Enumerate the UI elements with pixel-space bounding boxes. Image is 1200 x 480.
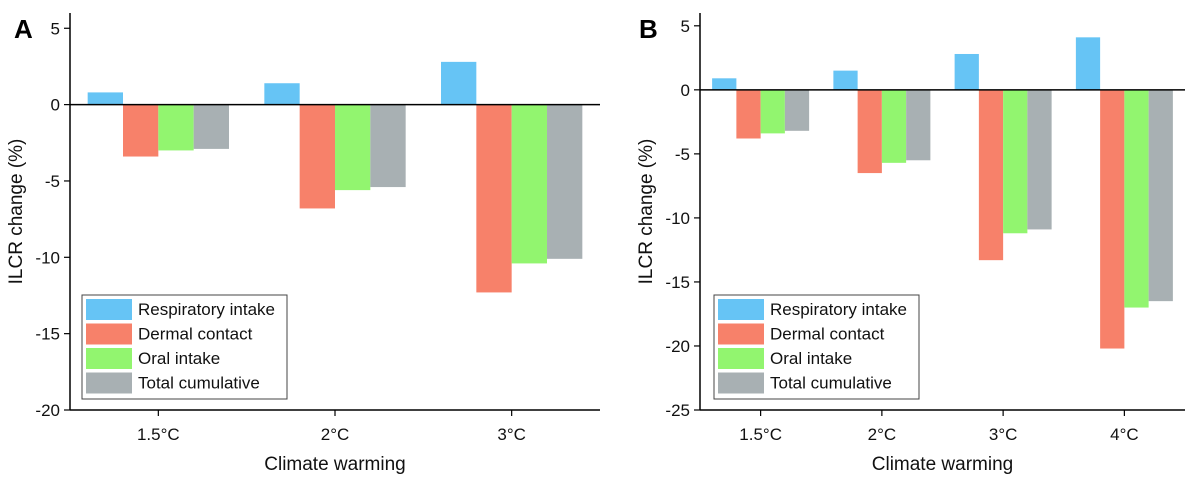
y-axis-title: ILCR change (%): [636, 139, 657, 285]
bar-dermal-contact-3: [1100, 89, 1125, 349]
panel-letter: B: [639, 14, 658, 44]
y-axis-title: ILCR change (%): [6, 139, 27, 285]
bar-oral-intake-0: [158, 104, 194, 151]
bar-respiratory-intake-3: [1075, 37, 1101, 90]
bar-dermal-contact-2: [978, 89, 1004, 261]
bar-total-cumulative-0: [193, 104, 229, 149]
x-tick-label: 1.5°C: [137, 425, 180, 444]
bar-oral-intake-1: [881, 89, 907, 163]
legend-swatch-0: [718, 299, 764, 320]
legend-label-1: Dermal contact: [138, 325, 253, 344]
bar-respiratory-intake-1: [264, 83, 300, 105]
legend-swatch-1: [718, 323, 764, 345]
panel-b: 5 0 -5 -10 -15 -20 -25 1.5°C 2°C 3°C 4°C Climate wa…: [636, 13, 1185, 475]
bar-total-cumulative-1: [370, 104, 406, 188]
y-tick-label: -5: [45, 172, 60, 191]
legend-label-2: Oral intake: [138, 349, 220, 368]
bar-total-cumulative-0: [784, 89, 810, 131]
legend-swatch-3: [86, 372, 132, 394]
bar-respiratory-intake-0: [712, 78, 737, 90]
legend-label-2: Oral intake: [770, 349, 852, 368]
legend-label-0: Respiratory intake: [770, 300, 907, 319]
bar-oral-intake-1: [335, 104, 371, 191]
x-tick-label: 2°C: [321, 425, 350, 444]
y-tick-label: -20: [665, 337, 690, 356]
bar-respiratory-intake-2: [441, 61, 477, 105]
y-tick-label: -25: [665, 401, 690, 420]
bar-dermal-contact-2: [476, 104, 512, 293]
bar-oral-intake-3: [1124, 89, 1149, 308]
legend-swatch-0: [86, 299, 132, 320]
y-tick-label: -15: [35, 325, 60, 344]
legend-label-3: Total cumulative: [770, 374, 892, 393]
bar-total-cumulative-1: [906, 89, 931, 161]
x-tick-label: 3°C: [497, 425, 526, 444]
x-tick-label: 3°C: [989, 425, 1018, 444]
legend-label-3: Total cumulative: [138, 374, 260, 393]
legend-label-1: Dermal contact: [770, 325, 885, 344]
legend-swatch-2: [718, 348, 764, 369]
bar-oral-intake-0: [760, 89, 785, 134]
x-axis-title: Climate warming: [264, 454, 405, 475]
bar-dermal-contact-0: [736, 89, 761, 139]
y-tick-label: 5: [681, 17, 690, 36]
bar-respiratory-intake-0: [87, 92, 123, 105]
bar-dermal-contact-0: [123, 104, 159, 157]
panel-letter: A: [14, 14, 33, 44]
bar-total-cumulative-2: [547, 104, 583, 259]
x-tick-label: 1.5°C: [739, 425, 782, 444]
panel-a: 5 0 -5 -10 -15 -20 1.5°C 2°C 3°C Climate warming I…: [6, 13, 600, 475]
y-tick-label: 0: [51, 96, 60, 115]
bar-respiratory-intake-1: [833, 70, 858, 90]
bar-total-cumulative-2: [1027, 89, 1052, 230]
bar-respiratory-intake-2: [954, 53, 979, 90]
legend-swatch-1: [86, 323, 132, 345]
bar-dermal-contact-1: [299, 104, 335, 209]
legend: Respiratory intake Dermal contact Oral int…: [713, 294, 920, 400]
x-tick-label: 2°C: [868, 425, 897, 444]
y-tick-label: -20: [35, 401, 60, 420]
legend-label-0: Respiratory intake: [138, 300, 275, 319]
bar-total-cumulative-3: [1148, 89, 1173, 302]
y-tick-label: 5: [51, 19, 60, 38]
y-tick-label: -10: [35, 248, 60, 267]
y-tick-label: 0: [681, 81, 690, 100]
legend-swatch-3: [718, 372, 764, 394]
x-axis-title: Climate warming: [872, 454, 1013, 475]
y-tick-label: -10: [665, 209, 690, 228]
legend-swatch-2: [86, 348, 132, 369]
x-tick-label: 4°C: [1110, 425, 1139, 444]
bar-oral-intake-2: [1003, 89, 1028, 234]
bar-dermal-contact-1: [857, 89, 882, 174]
y-tick-label: -5: [675, 145, 690, 164]
y-tick-label: -15: [665, 273, 690, 292]
bar-oral-intake-2: [511, 104, 547, 264]
legend: Respiratory intake Dermal contact Oral int…: [81, 294, 288, 400]
